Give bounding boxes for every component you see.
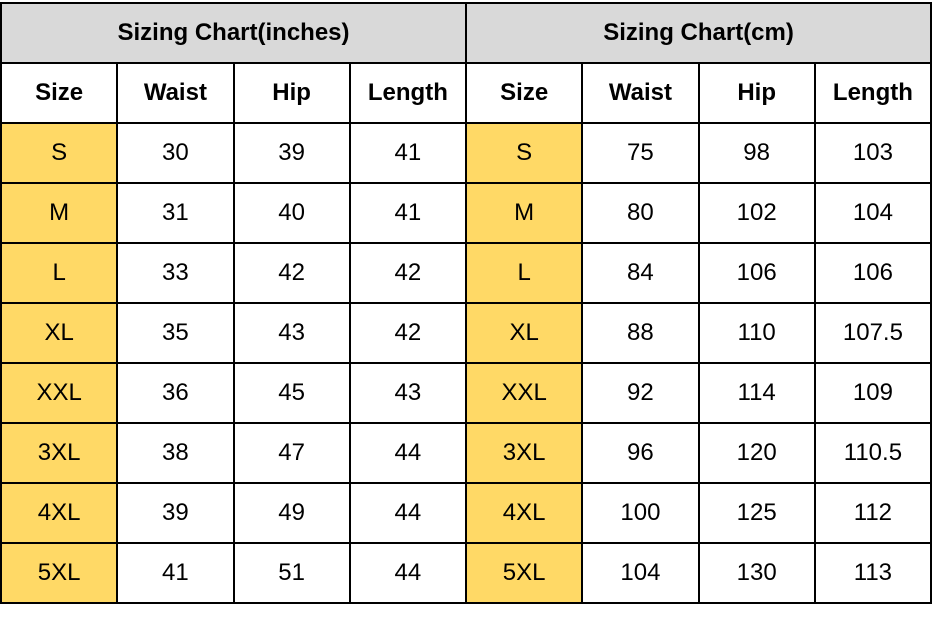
measurement-cell: 47 xyxy=(232,422,351,484)
inches-header-size: Size xyxy=(0,62,119,124)
cm-header-hip: Hip xyxy=(697,62,816,124)
table-row: L 33 42 42 L 84 106 106 xyxy=(0,242,932,304)
size-cell: 5XL xyxy=(0,542,119,604)
measurement-cell: 110 xyxy=(697,302,816,364)
measurement-cell: 130 xyxy=(697,542,816,604)
measurement-cell: 104 xyxy=(813,182,932,244)
cm-header-size: Size xyxy=(465,62,584,124)
measurement-cell: 80 xyxy=(581,182,700,244)
measurement-cell: 125 xyxy=(697,482,816,544)
measurement-cell: 88 xyxy=(581,302,700,364)
measurement-cell: 36 xyxy=(116,362,235,424)
measurement-cell: 51 xyxy=(232,542,351,604)
table-row: 5XL 41 51 44 5XL 104 130 113 xyxy=(0,542,932,604)
table-row: XL 35 43 42 XL 88 110 107.5 xyxy=(0,302,932,364)
measurement-cell: 33 xyxy=(116,242,235,304)
table-row: XXL 36 45 43 XXL 92 114 109 xyxy=(0,362,932,424)
measurement-cell: 41 xyxy=(116,542,235,604)
measurement-cell: 49 xyxy=(232,482,351,544)
inches-chart-title: Sizing Chart(inches) xyxy=(0,2,468,64)
size-cell: 4XL xyxy=(465,482,584,544)
measurement-cell: 92 xyxy=(581,362,700,424)
size-cell: XL xyxy=(0,302,119,364)
measurement-cell: 75 xyxy=(581,122,700,184)
size-cell: M xyxy=(0,182,119,244)
measurement-cell: 103 xyxy=(813,122,932,184)
size-cell: XL xyxy=(465,302,584,364)
measurement-cell: 35 xyxy=(116,302,235,364)
measurement-cell: 44 xyxy=(348,482,468,544)
measurement-cell: 107.5 xyxy=(813,302,932,364)
measurement-cell: 44 xyxy=(348,542,468,604)
size-cell: S xyxy=(465,122,584,184)
inches-header-waist: Waist xyxy=(116,62,235,124)
measurement-cell: 38 xyxy=(116,422,235,484)
measurement-cell: 112 xyxy=(813,482,932,544)
measurement-cell: 42 xyxy=(232,242,351,304)
measurement-cell: 84 xyxy=(581,242,700,304)
measurement-cell: 39 xyxy=(232,122,351,184)
measurement-cell: 100 xyxy=(581,482,700,544)
title-row: Sizing Chart(inches) Sizing Chart(cm) xyxy=(0,2,932,64)
cm-chart-title: Sizing Chart(cm) xyxy=(465,2,932,64)
measurement-cell: 96 xyxy=(581,422,700,484)
table-row: M 31 40 41 M 80 102 104 xyxy=(0,182,932,244)
measurement-cell: 41 xyxy=(348,122,468,184)
measurement-cell: 110.5 xyxy=(813,422,932,484)
table-row: 3XL 38 47 44 3XL 96 120 110.5 xyxy=(0,422,932,484)
measurement-cell: 39 xyxy=(116,482,235,544)
measurement-cell: 40 xyxy=(232,182,351,244)
size-cell: 3XL xyxy=(465,422,584,484)
inches-header-length: Length xyxy=(348,62,468,124)
size-cell: S xyxy=(0,122,119,184)
measurement-cell: 42 xyxy=(348,302,468,364)
size-cell: M xyxy=(465,182,584,244)
measurement-cell: 42 xyxy=(348,242,468,304)
measurement-cell: 106 xyxy=(813,242,932,304)
table-row: S 30 39 41 S 75 98 103 xyxy=(0,122,932,184)
size-cell: 4XL xyxy=(0,482,119,544)
size-cell: 5XL xyxy=(465,542,584,604)
size-cell: L xyxy=(0,242,119,304)
cm-header-waist: Waist xyxy=(581,62,700,124)
column-header-row: Size Waist Hip Length Size Waist Hip Length xyxy=(0,62,932,124)
measurement-cell: 113 xyxy=(813,542,932,604)
measurement-cell: 45 xyxy=(232,362,351,424)
cm-header-length: Length xyxy=(813,62,932,124)
inches-header-hip: Hip xyxy=(232,62,351,124)
measurement-cell: 114 xyxy=(697,362,816,424)
measurement-cell: 31 xyxy=(116,182,235,244)
measurement-cell: 30 xyxy=(116,122,235,184)
size-cell: XXL xyxy=(0,362,119,424)
size-cell: 3XL xyxy=(0,422,119,484)
measurement-cell: 98 xyxy=(697,122,816,184)
sizing-chart-table: Sizing Chart(inches) Sizing Chart(cm) Si… xyxy=(0,2,932,604)
size-cell: L xyxy=(465,242,584,304)
table-row: 4XL 39 49 44 4XL 100 125 112 xyxy=(0,482,932,544)
measurement-cell: 41 xyxy=(348,182,468,244)
measurement-cell: 109 xyxy=(813,362,932,424)
measurement-cell: 43 xyxy=(348,362,468,424)
size-cell: XXL xyxy=(465,362,584,424)
measurement-cell: 43 xyxy=(232,302,351,364)
measurement-cell: 104 xyxy=(581,542,700,604)
measurement-cell: 44 xyxy=(348,422,468,484)
measurement-cell: 120 xyxy=(697,422,816,484)
measurement-cell: 102 xyxy=(697,182,816,244)
measurement-cell: 106 xyxy=(697,242,816,304)
